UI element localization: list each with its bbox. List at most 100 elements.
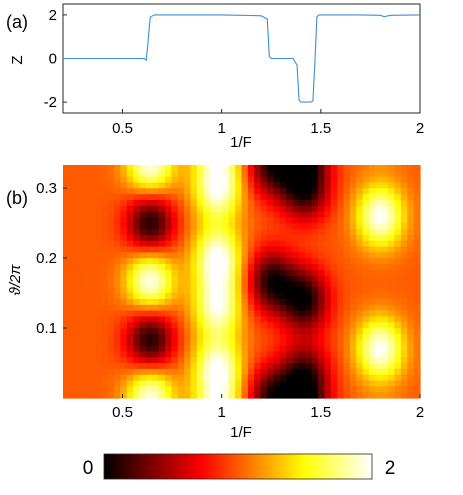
heatmap-cell bbox=[228, 345, 236, 352]
heatmap-cell bbox=[324, 252, 332, 259]
heatmap-cell bbox=[273, 217, 281, 224]
heatmap-cell bbox=[273, 205, 281, 213]
heatmap-cell bbox=[286, 392, 294, 399]
heatmap-cell bbox=[381, 229, 389, 236]
heatmap-cell bbox=[247, 374, 255, 382]
heatmap-cell bbox=[375, 170, 383, 178]
heatmap-cell bbox=[318, 258, 325, 265]
heatmap-cell bbox=[203, 176, 211, 184]
heatmap-cell bbox=[216, 205, 223, 213]
heatmap-cell bbox=[196, 386, 204, 393]
heatmap-cell bbox=[75, 363, 83, 370]
heatmap-cell bbox=[82, 293, 90, 300]
heatmap-cell bbox=[318, 339, 325, 347]
heatmap-cell bbox=[190, 298, 198, 306]
heatmap-cell bbox=[337, 275, 345, 283]
heatmap-cell bbox=[311, 363, 319, 370]
heatmap-cell bbox=[75, 269, 83, 277]
heatmap-cell bbox=[235, 199, 243, 207]
heatmap-cell bbox=[235, 386, 243, 393]
heatmap-cell bbox=[94, 351, 102, 358]
heatmap-cell bbox=[305, 176, 313, 184]
heatmap-cell bbox=[292, 205, 300, 213]
heatmap-cell bbox=[209, 264, 217, 271]
heatmap-cell bbox=[330, 194, 338, 201]
heatmap-cell bbox=[349, 264, 357, 271]
heatmap-cell bbox=[126, 287, 134, 294]
heatmap-cell bbox=[94, 211, 102, 219]
heatmap-cell bbox=[165, 293, 172, 300]
heatmap-cell bbox=[222, 322, 230, 329]
heatmap-cell bbox=[184, 316, 192, 323]
heatmap-cell bbox=[114, 229, 121, 236]
heatmap-cell bbox=[228, 380, 236, 387]
heatmap-cell bbox=[292, 252, 300, 259]
heatmap-cell bbox=[324, 258, 332, 265]
heatmap-cell bbox=[171, 205, 179, 213]
heatmap-cell bbox=[82, 234, 90, 242]
heatmap-cell bbox=[343, 176, 351, 184]
heatmap-cell bbox=[343, 374, 351, 382]
heatmap-cell bbox=[171, 363, 179, 370]
heatmap-cell bbox=[413, 234, 421, 242]
heatmap-cell bbox=[88, 392, 96, 399]
heatmap-cell bbox=[114, 281, 121, 288]
heatmap-cell bbox=[254, 386, 262, 393]
heatmap-cell bbox=[114, 333, 121, 341]
heatmap-cell bbox=[101, 281, 109, 288]
heatmap-cell bbox=[311, 240, 319, 248]
heatmap-cell bbox=[139, 170, 147, 178]
heatmap-cell bbox=[88, 217, 96, 224]
heatmap-cell bbox=[114, 345, 121, 352]
heatmap-cell bbox=[349, 188, 357, 195]
heatmap-cell bbox=[222, 264, 230, 271]
heatmap-cell bbox=[222, 316, 230, 323]
heatmap-cell bbox=[267, 275, 274, 283]
heatmap-cell bbox=[388, 170, 396, 178]
heatmap-cell bbox=[286, 357, 294, 364]
heatmap-cell bbox=[343, 293, 351, 300]
heatmap-cell bbox=[247, 199, 255, 207]
heatmap-cell bbox=[305, 170, 313, 178]
heatmap-cell bbox=[292, 223, 300, 230]
heatmap-cell bbox=[216, 363, 223, 370]
heatmap-cell bbox=[292, 275, 300, 283]
heatmap-cell bbox=[362, 182, 370, 189]
heatmap-cell bbox=[235, 258, 243, 265]
heatmap-cell bbox=[139, 310, 147, 318]
heatmap-cell bbox=[375, 223, 383, 230]
heatmap-cell bbox=[369, 258, 376, 265]
heatmap-cell bbox=[394, 229, 402, 236]
heatmap-cell bbox=[203, 217, 211, 224]
heatmap-cell bbox=[88, 351, 96, 358]
heatmap-cell bbox=[260, 345, 268, 352]
heatmap-cell bbox=[145, 165, 153, 172]
heatmap-cell bbox=[260, 293, 268, 300]
heatmap-cell bbox=[254, 252, 262, 259]
heatmap-cell bbox=[381, 205, 389, 213]
heatmap-cell bbox=[82, 275, 90, 283]
panel-b-xtick-label: 2 bbox=[416, 404, 424, 421]
heatmap-cell bbox=[203, 258, 211, 265]
heatmap-cell bbox=[247, 345, 255, 352]
heatmap-cell bbox=[101, 258, 109, 265]
heatmap-cell bbox=[184, 368, 192, 376]
heatmap-cell bbox=[381, 217, 389, 224]
heatmap-cell bbox=[177, 194, 185, 201]
heatmap-cell bbox=[235, 304, 243, 312]
heatmap-cell bbox=[241, 234, 249, 242]
heatmap-cell bbox=[381, 316, 389, 323]
heatmap-cell bbox=[190, 234, 198, 242]
heatmap-cell bbox=[298, 345, 306, 352]
heatmap-cell bbox=[381, 194, 389, 201]
heatmap-cell bbox=[88, 264, 96, 271]
heatmap-cell bbox=[407, 229, 415, 236]
heatmap-cell bbox=[209, 234, 217, 242]
heatmap-cell bbox=[356, 351, 364, 358]
heatmap-cell bbox=[286, 229, 294, 236]
heatmap-cell bbox=[101, 368, 109, 376]
heatmap-cell bbox=[139, 252, 147, 259]
heatmap-cell bbox=[286, 252, 294, 259]
heatmap-cell bbox=[171, 287, 179, 294]
heatmap-cell bbox=[279, 368, 287, 376]
